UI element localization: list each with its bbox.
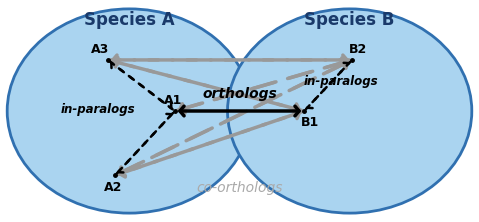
Text: A3: A3 xyxy=(91,44,109,56)
Text: A2: A2 xyxy=(104,181,122,194)
Text: in-paralogs: in-paralogs xyxy=(304,75,378,87)
Text: B2: B2 xyxy=(349,44,367,56)
Text: in-paralogs: in-paralogs xyxy=(61,103,136,116)
Text: B1: B1 xyxy=(301,117,319,129)
Ellipse shape xyxy=(228,9,472,213)
Text: Species A: Species A xyxy=(84,11,175,29)
Text: co-orthologs: co-orthologs xyxy=(196,180,283,195)
Text: A1: A1 xyxy=(164,95,182,107)
Text: orthologs: orthologs xyxy=(202,87,277,101)
Ellipse shape xyxy=(7,9,251,213)
Text: Species B: Species B xyxy=(305,11,395,29)
